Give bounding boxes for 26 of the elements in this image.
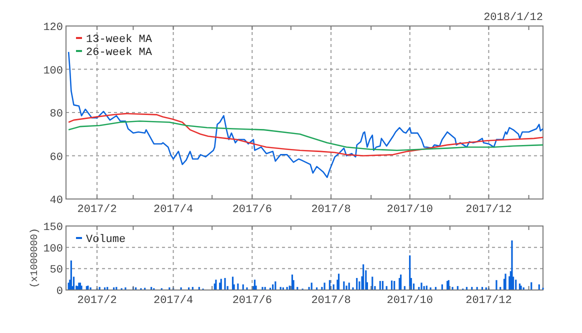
y-tick-label: 100 [43, 65, 63, 78]
y-tick-label: 100 [43, 243, 63, 256]
y-tick-label: 0 [56, 286, 63, 298]
x-tick-label: 2017/10 [386, 295, 433, 307]
x-tick-label: 2017/8 [311, 204, 351, 216]
legend-label: Volume [86, 234, 126, 246]
x-tick-label: 2017/12 [466, 295, 512, 307]
y-tick-label: 40 [50, 195, 63, 207]
x-tick-label: 2017/2 [77, 295, 117, 307]
x-tick-label: 2017/8 [311, 295, 351, 307]
y-tick-label: 120 [43, 22, 63, 34]
legend-label: 13-week MA [86, 34, 152, 46]
y-axis-title: (x1000000) [29, 228, 41, 288]
y-tick-label: 80 [50, 108, 63, 120]
chart-subtitle: 2018/1/12 [484, 12, 543, 24]
x-tick-label: 2017/10 [386, 204, 433, 216]
y-tick-label: 150 [43, 222, 63, 234]
x-tick-label: 2017/2 [77, 204, 117, 216]
x-tick-label: 2017/12 [466, 204, 512, 216]
y-tick-label: 60 [50, 152, 63, 164]
x-tick-label: 2017/4 [153, 204, 194, 216]
x-tick-label: 2017/4 [153, 295, 194, 307]
x-tick-label: 2017/6 [232, 204, 272, 216]
x-tick-label: 2017/6 [232, 295, 272, 307]
legend-label: 26-week MA [86, 47, 152, 59]
y-tick-label: 50 [50, 264, 63, 277]
